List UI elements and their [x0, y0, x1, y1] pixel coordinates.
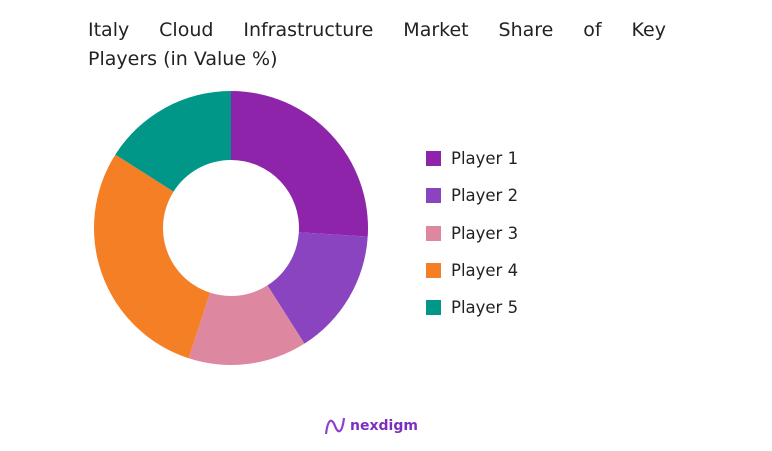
chart-title-line-2: Players (in Value %) [88, 48, 278, 70]
legend-swatch [426, 263, 441, 279]
legend-item-player-4[interactable]: Player 4 [426, 252, 518, 289]
donut-slice-1[interactable] [231, 91, 368, 237]
chart-legend: Player 1 Player 2 Player 3 Player 4 Play… [426, 140, 518, 326]
wave-logo-icon [324, 417, 346, 435]
legend-item-player-5[interactable]: Player 5 [426, 289, 518, 326]
legend-swatch [426, 225, 441, 241]
donut-slices [94, 91, 368, 365]
legend-label: Player 5 [451, 298, 519, 318]
donut-slice-5[interactable] [115, 91, 231, 192]
logo-text: nexdigm [350, 418, 418, 434]
donut-slice-4[interactable] [94, 154, 210, 359]
legend-swatch [426, 188, 441, 204]
donut-slice-3[interactable] [188, 285, 305, 365]
legend-item-player-3[interactable]: Player 3 [426, 215, 518, 252]
legend-label: Player 1 [451, 149, 519, 169]
chart-title: Italy Cloud Infrastructure Market Share … [88, 16, 666, 74]
legend-item-player-2[interactable]: Player 2 [426, 177, 518, 214]
legend-label: Player 3 [451, 223, 519, 243]
legend-swatch [426, 300, 441, 316]
nexdigm-logo: nexdigm [324, 416, 418, 436]
legend-swatch [426, 151, 441, 167]
legend-label: Player 4 [451, 261, 519, 281]
legend-label: Player 2 [451, 186, 519, 206]
legend-item-player-1[interactable]: Player 1 [426, 140, 518, 177]
donut-slice-2[interactable] [267, 232, 368, 344]
chart-title-line-1: Italy Cloud Infrastructure Market Share … [88, 19, 666, 41]
